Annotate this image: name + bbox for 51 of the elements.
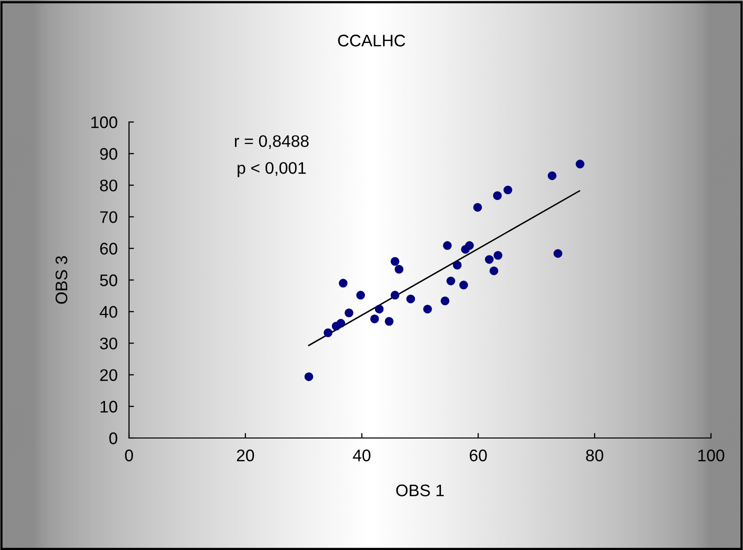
point <box>336 318 346 328</box>
y-tick-label: 100 <box>91 116 118 128</box>
y-tick-label: 30 <box>100 338 118 350</box>
point <box>465 241 474 250</box>
point <box>440 296 450 306</box>
point <box>394 264 404 274</box>
point <box>459 280 468 290</box>
point <box>406 294 416 304</box>
point <box>554 249 562 258</box>
x-tick-label: 80 <box>586 450 604 462</box>
x-tick-label: 60 <box>470 450 487 462</box>
point <box>490 266 498 276</box>
point <box>442 241 452 250</box>
y-tick-label: 80 <box>100 180 118 192</box>
point <box>344 308 354 318</box>
annotation: r = 0,8488 <box>234 135 309 149</box>
point <box>493 191 502 200</box>
point <box>504 186 512 194</box>
point <box>356 290 366 300</box>
chart-title: CCALHC <box>338 34 406 46</box>
point <box>452 260 462 270</box>
y-tick-label: 50 <box>100 274 118 286</box>
point <box>384 317 394 326</box>
y-tick-label: 0 <box>109 432 118 444</box>
x-tick-label: 40 <box>352 450 370 462</box>
point <box>446 276 456 286</box>
point <box>390 290 400 300</box>
point <box>484 255 494 264</box>
point <box>338 278 348 288</box>
y-tick-label: 70 <box>100 211 118 224</box>
point <box>374 304 384 314</box>
x-axis-title: OBS 1 <box>396 484 444 496</box>
point <box>473 202 482 212</box>
y-tick-label: 60 <box>100 242 118 255</box>
point <box>494 250 502 260</box>
point <box>304 372 314 382</box>
point <box>370 314 379 324</box>
y-axis-title: OBS 3 <box>56 256 68 304</box>
annotation: p < 0,001 <box>238 162 306 178</box>
y-tick-label: 40 <box>100 306 118 318</box>
point <box>390 256 400 266</box>
point <box>324 328 332 338</box>
point <box>548 171 556 180</box>
y-tick-label: 20 <box>100 369 118 382</box>
point <box>423 304 432 314</box>
x-tick-label: 100 <box>698 450 724 462</box>
y-tick-label: 10 <box>100 400 118 413</box>
point <box>576 160 584 168</box>
x-tick-label: 0 <box>125 450 133 462</box>
x-tick-label: 20 <box>236 450 254 462</box>
y-tick-label: 90 <box>100 148 118 160</box>
